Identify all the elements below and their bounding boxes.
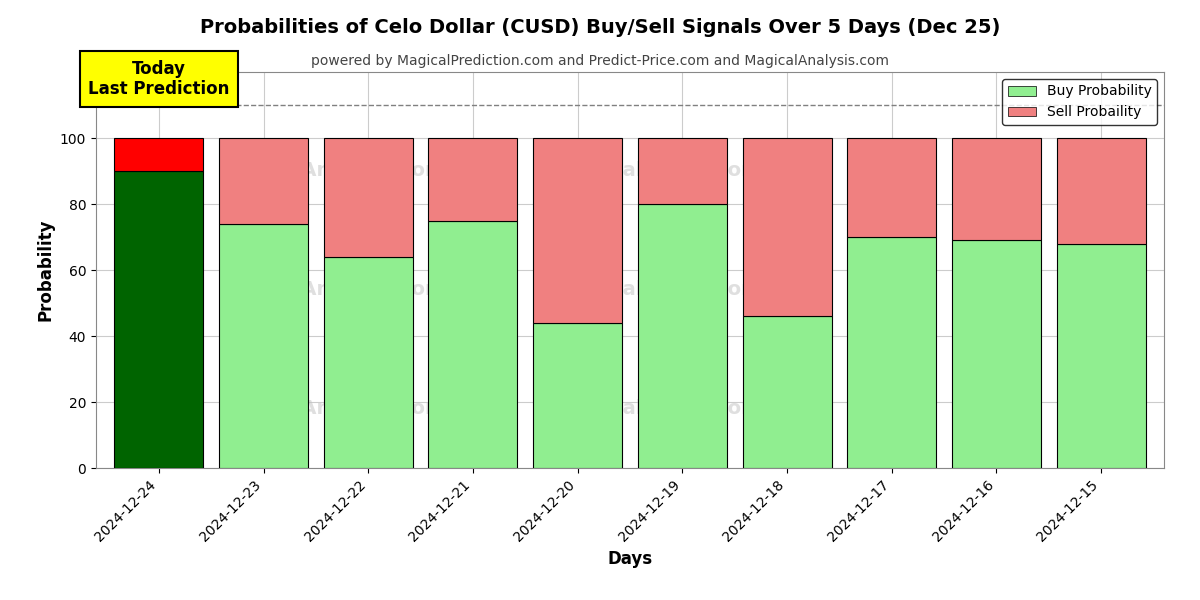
Bar [220, 224, 308, 468]
Text: Probabilities of Celo Dollar (CUSD) Buy/Sell Signals Over 5 Days (Dec 25): Probabilities of Celo Dollar (CUSD) Buy/… [200, 18, 1000, 37]
Text: MagicalPrediction.com: MagicalPrediction.com [558, 399, 809, 418]
Bar [324, 138, 413, 257]
Bar [743, 138, 832, 316]
Bar [220, 138, 308, 224]
Bar [952, 241, 1040, 468]
Bar [428, 138, 517, 220]
Bar [114, 171, 203, 468]
Bar [533, 138, 622, 323]
Text: powered by MagicalPrediction.com and Predict-Price.com and MagicalAnalysis.com: powered by MagicalPrediction.com and Pre… [311, 54, 889, 68]
Bar [428, 220, 517, 468]
Y-axis label: Probability: Probability [36, 219, 54, 321]
Text: MagicalPrediction.com: MagicalPrediction.com [558, 161, 809, 181]
Bar [1057, 138, 1146, 244]
Bar [847, 138, 936, 237]
Legend: Buy Probability, Sell Probaility: Buy Probability, Sell Probaility [1002, 79, 1157, 125]
Text: MagicalPrediction.com: MagicalPrediction.com [558, 280, 809, 299]
Text: MagicalAnalysis.com: MagicalAnalysis.com [217, 280, 445, 299]
Text: MagicalAnalysis.com: MagicalAnalysis.com [217, 399, 445, 418]
Bar [743, 316, 832, 468]
Bar [114, 138, 203, 171]
Bar [324, 257, 413, 468]
Text: Today
Last Prediction: Today Last Prediction [88, 59, 229, 98]
Bar [847, 237, 936, 468]
Bar [952, 138, 1040, 241]
X-axis label: Days: Days [607, 550, 653, 568]
Text: MagicalAnalysis.com: MagicalAnalysis.com [217, 161, 445, 181]
Bar [1057, 244, 1146, 468]
Bar [533, 323, 622, 468]
Bar [638, 138, 727, 204]
Bar [638, 204, 727, 468]
